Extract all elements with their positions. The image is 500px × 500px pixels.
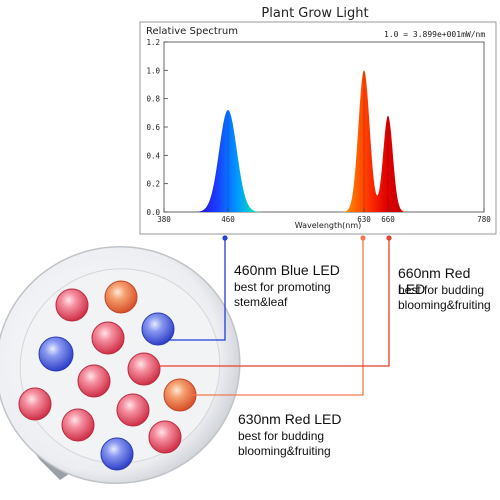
callout-dot-630	[360, 235, 366, 241]
x-tick-label: 780	[477, 215, 491, 224]
led-660-title: 660nm Red LED	[398, 265, 471, 297]
led-lamp-illustration	[0, 246, 241, 484]
led-630-desc: best for budding blooming&fruiting	[238, 429, 331, 459]
led-660-desc: best for budding blooming&fruiting	[398, 283, 491, 313]
led-blue	[100, 437, 134, 471]
led-red	[148, 420, 182, 454]
x-tick-label: 660	[381, 215, 395, 224]
led-460-desc: best for promoting stem&leaf	[234, 280, 331, 310]
led-red	[127, 352, 161, 386]
callout-dot-460	[222, 235, 228, 241]
led-660-desc-line: best for budding	[398, 283, 485, 297]
y-tick-label: 0.8	[146, 95, 160, 104]
x-tick-label: 460	[221, 215, 235, 224]
x-tick-label: 380	[157, 215, 171, 224]
y-tick-label: 0.2	[146, 180, 160, 189]
chart-title: Plant Grow Light	[261, 6, 369, 21]
led-660-desc-line: blooming&fruiting	[398, 298, 491, 312]
plot-area	[163, 41, 485, 213]
led-blue	[38, 336, 74, 372]
callout-line-630	[190, 238, 364, 396]
led-orange	[104, 280, 138, 314]
led-blue	[141, 312, 175, 346]
callout-line-660	[158, 238, 390, 367]
x-axis-label: Wavelength(nm)	[294, 221, 362, 230]
led-630-desc-line: blooming&fruiting	[238, 444, 331, 458]
y-tick-label: 0.4	[146, 151, 160, 160]
led-red	[116, 393, 150, 427]
led-red	[18, 387, 52, 421]
led-460-desc-line: best for promoting	[234, 280, 331, 294]
led-630-desc-line: best for budding	[238, 429, 325, 443]
led-630-title: 630nm Red LED	[238, 411, 342, 427]
led-red	[77, 364, 111, 398]
callout-dot-660	[386, 235, 392, 241]
callout-lines	[158, 235, 392, 396]
y-tick-label: 1.0	[146, 66, 160, 75]
spectrum-area	[164, 70, 484, 212]
y-tick-label: 0.6	[146, 123, 160, 132]
led-460-desc-line: stem&leaf	[234, 295, 288, 309]
led-red	[91, 321, 125, 355]
led-red	[55, 288, 89, 322]
scale-note: 1.0 = 3.899e+001mW/nm	[384, 30, 486, 39]
x-tick-label: 630	[357, 215, 371, 224]
led-460-title: 460nm Blue LED	[234, 262, 340, 278]
callout-line-460	[168, 238, 226, 341]
led-red	[61, 408, 95, 442]
y-tick-label: 1.2	[146, 38, 160, 47]
y-axis-label: Relative Spectrum	[146, 26, 238, 37]
y-tick-label: 0.0	[146, 208, 160, 217]
